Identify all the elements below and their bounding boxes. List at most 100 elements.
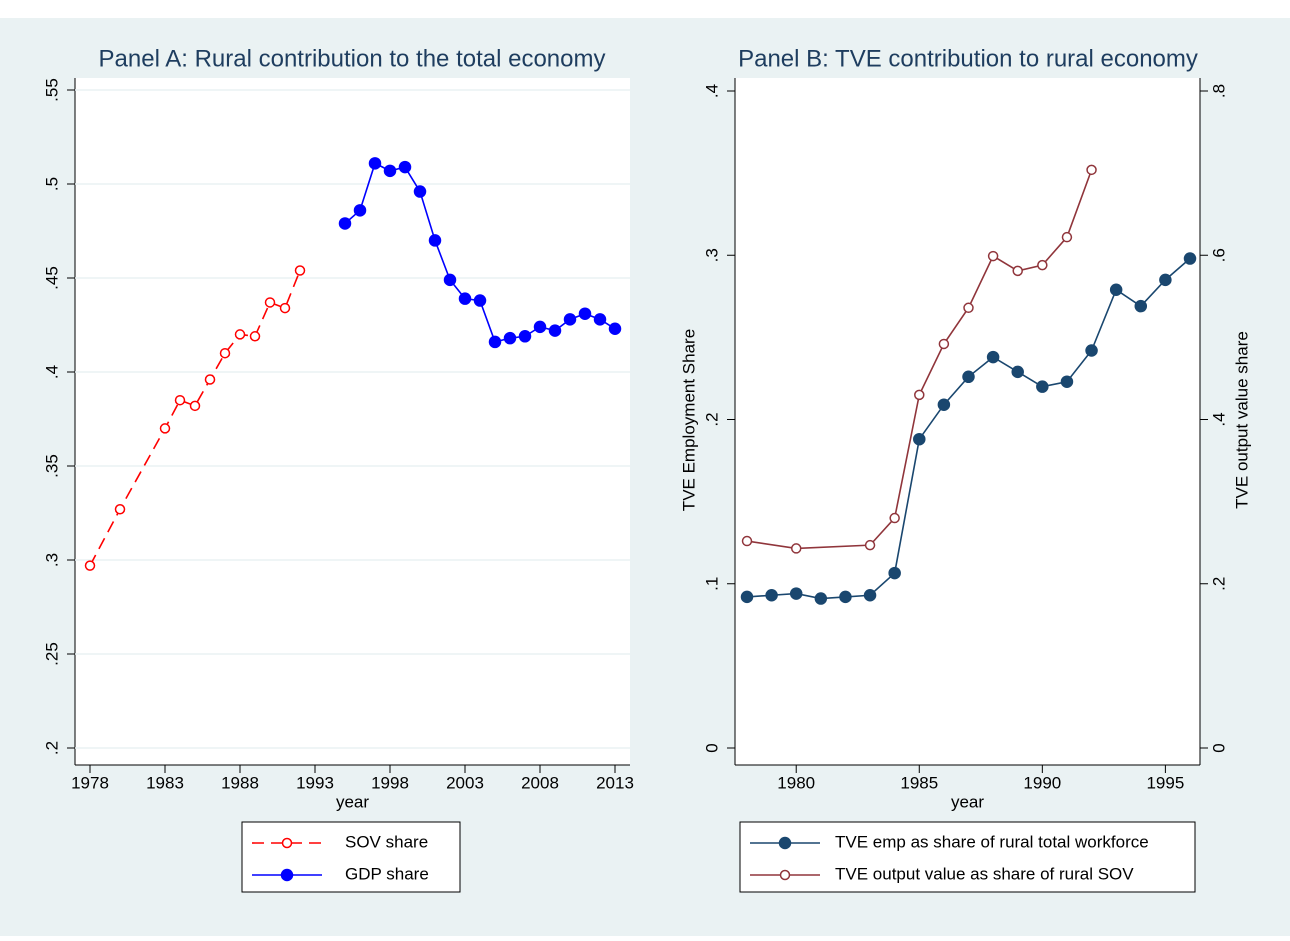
- data-point: [563, 313, 577, 326]
- x-tick-label: 1993: [296, 773, 334, 792]
- x-tick-label: 1998: [371, 773, 409, 792]
- data-point: [398, 160, 412, 174]
- x-tick-label: 1990: [1023, 773, 1061, 792]
- x-tick-label: 2013: [596, 773, 634, 792]
- x-tick-label: 1995: [1146, 773, 1184, 792]
- data-point: [503, 331, 517, 345]
- x-axis-title: year: [951, 792, 984, 811]
- data-point: [1012, 265, 1023, 277]
- data-point: [443, 273, 457, 287]
- data-point: [383, 164, 397, 178]
- x-tick-label: 2008: [521, 773, 559, 792]
- y-tick-label: .4: [42, 365, 61, 379]
- legend-marker: [778, 836, 792, 850]
- data-point: [608, 322, 622, 336]
- data-point: [938, 338, 950, 350]
- data-point: [368, 157, 382, 170]
- data-point: [338, 217, 352, 230]
- data-point: [1037, 259, 1048, 271]
- x-axis-title: year: [336, 792, 369, 811]
- data-point: [1134, 299, 1148, 313]
- y-tick-label: .35: [42, 454, 61, 478]
- legend-marker: [779, 869, 791, 881]
- data-point: [1086, 164, 1097, 176]
- y-tick-label: .1: [702, 577, 721, 591]
- data-point: [159, 423, 171, 434]
- y2-axis-title: TVE output value share: [1232, 331, 1251, 509]
- y-tick-label: .45: [42, 266, 61, 290]
- y-tick-label: .2: [702, 412, 721, 426]
- data-point: [863, 588, 877, 602]
- series-line: [746, 169, 1093, 550]
- data-point: [353, 204, 367, 217]
- y-tick-label: 0: [702, 743, 721, 752]
- data-point: [864, 539, 876, 551]
- legend-marker: [280, 868, 294, 882]
- y-tick-label: .3: [42, 553, 61, 567]
- data-point: [428, 234, 442, 247]
- legend-label: TVE emp as share of rural total workforc…: [835, 832, 1149, 851]
- data-point: [114, 503, 126, 515]
- data-point: [937, 398, 951, 411]
- chart-title: Panel A: Rural contribution to the total…: [99, 45, 606, 72]
- legend-box: [739, 821, 1196, 893]
- y2-tick-label: 0: [1209, 743, 1228, 752]
- data-point: [986, 350, 1000, 364]
- data-point: [219, 347, 231, 359]
- data-point: [84, 560, 96, 571]
- data-point: [1060, 375, 1074, 388]
- x-tick-label: 2003: [446, 773, 484, 792]
- data-point: [234, 329, 246, 340]
- y-tick-label: .55: [42, 78, 61, 102]
- y-tick-label: .2: [42, 741, 61, 755]
- x-tick-label: 1983: [146, 773, 184, 792]
- data-point: [740, 590, 754, 604]
- y-axis-title: TVE Employment Share: [679, 329, 698, 511]
- data-point: [204, 374, 216, 385]
- data-point: [1109, 283, 1123, 296]
- chart-title: Panel B: TVE contribution to rural econo…: [738, 45, 1198, 72]
- y2-tick-label: .4: [1209, 412, 1228, 426]
- data-point: [413, 185, 427, 198]
- plot-region: [735, 78, 1200, 765]
- data-point: [249, 331, 261, 342]
- data-point: [578, 307, 592, 320]
- data-point: [189, 400, 201, 412]
- data-point: [1183, 252, 1197, 265]
- data-point: [913, 432, 926, 446]
- data-point: [518, 330, 532, 343]
- data-point: [987, 250, 999, 262]
- legend-label: GDP share: [345, 864, 429, 883]
- data-point: [279, 302, 291, 314]
- data-point: [294, 265, 306, 276]
- data-point: [889, 512, 900, 524]
- data-point: [741, 535, 753, 547]
- data-point: [789, 587, 803, 600]
- data-point: [264, 297, 276, 308]
- data-point: [963, 302, 974, 314]
- data-point: [458, 292, 472, 305]
- data-point: [593, 313, 607, 326]
- y-tick-label: .25: [42, 642, 61, 666]
- y-tick-label: .5: [42, 177, 61, 191]
- y-tick-label: .4: [702, 84, 721, 98]
- data-point: [765, 588, 778, 602]
- legend-marker: [281, 837, 293, 849]
- x-tick-label: 1988: [221, 773, 259, 792]
- data-point: [1036, 380, 1049, 393]
- legend-box: [241, 821, 461, 893]
- data-point: [174, 394, 186, 406]
- legend-label: SOV share: [345, 832, 428, 851]
- data-point: [914, 389, 925, 401]
- y2-tick-label: .8: [1209, 84, 1228, 98]
- data-point: [1061, 231, 1073, 243]
- y2-tick-label: .2: [1209, 577, 1228, 591]
- legend-label: TVE output value as share of rural SOV: [835, 864, 1134, 883]
- data-point: [1159, 273, 1172, 287]
- data-point: [473, 294, 487, 307]
- y2-tick-label: .6: [1209, 248, 1228, 262]
- data-point: [488, 335, 502, 349]
- data-point: [548, 324, 562, 337]
- data-point: [790, 543, 802, 554]
